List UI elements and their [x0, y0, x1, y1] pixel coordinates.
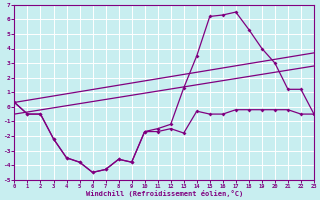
X-axis label: Windchill (Refroidissement éolien,°C): Windchill (Refroidissement éolien,°C)	[85, 190, 243, 197]
